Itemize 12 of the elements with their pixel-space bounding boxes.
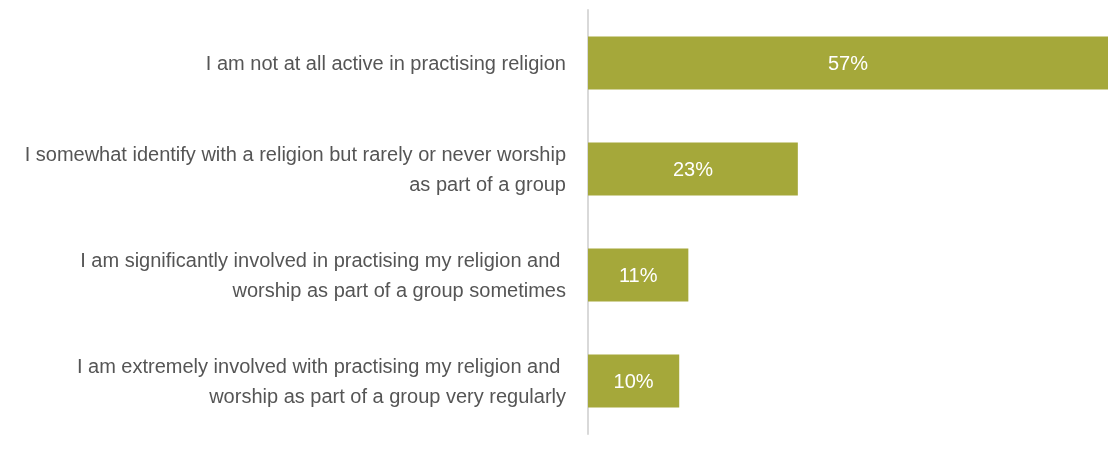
y-tick-label: I am significantly involved in practising my religion and worship as part of a group sometimes [80, 249, 566, 301]
y-tick-label: I am not at all active in practising religion [205, 52, 566, 74]
y-tick-label: I am extremely involved with practising my religion and worship as part of a group very regularly [76, 355, 566, 407]
y-tick-label: I somewhat identify with a religion but rarely or never worship as part of a group [24, 143, 566, 195]
data-label: 11% [618, 264, 658, 286]
bar [588, 248, 689, 302]
bar [588, 36, 1108, 90]
bar [588, 354, 680, 408]
data-label: 57% [827, 52, 869, 74]
bar [588, 142, 798, 196]
data-label: 23% [672, 158, 714, 180]
data-label: 10% [613, 370, 654, 392]
